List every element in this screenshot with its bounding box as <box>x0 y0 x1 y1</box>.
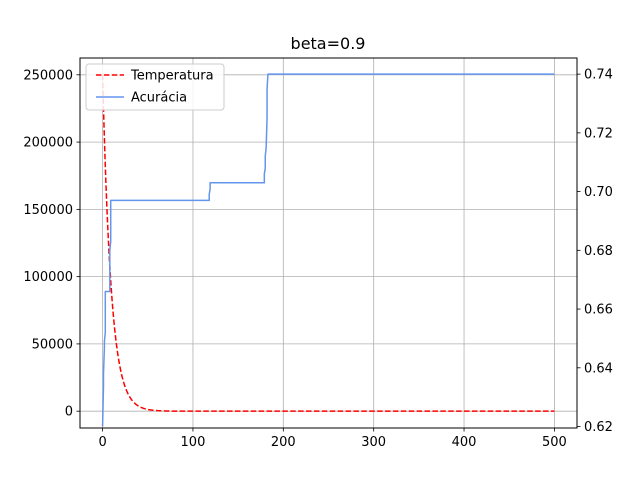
legend: Temperatura Acurácia <box>85 63 225 111</box>
y-right-tick-label: 0.68 <box>584 244 613 259</box>
axis-ticks: 0 100 200 300 400 500 0 50000 100000 150000 200000… <box>23 68 613 450</box>
series-line-temperatura <box>101 74 555 412</box>
y-tick-label: 150000 <box>23 203 73 218</box>
y-right-tick-label: 0.64 <box>584 361 613 376</box>
y-right-tick-label: 0.66 <box>584 303 613 318</box>
y-right-tick-label: 0.72 <box>584 126 613 141</box>
y-right-tick-label: 0.70 <box>584 185 613 200</box>
y-tick-label: 200000 <box>23 136 73 151</box>
x-tick-label: 400 <box>452 435 477 450</box>
series-line-acuracia <box>101 73 555 427</box>
y-tick-label: 250000 <box>23 68 73 83</box>
y-tick-label: 0 <box>65 405 73 420</box>
x-tick-label: 300 <box>361 435 386 450</box>
x-tick-label: 0 <box>98 435 106 450</box>
legend-label-acuracia: Acurácia <box>131 91 187 106</box>
series-layer <box>101 73 555 427</box>
y-tick-label: 50000 <box>32 337 73 352</box>
legend-label-temperatura: Temperatura <box>130 69 214 84</box>
x-tick-label: 100 <box>181 435 206 450</box>
x-tick-label: 200 <box>271 435 296 450</box>
y-tick-label: 100000 <box>23 270 73 285</box>
y-right-tick-label: 0.62 <box>584 420 613 435</box>
plot-frame <box>79 57 578 429</box>
chart-title: beta=0.9 <box>291 34 366 53</box>
x-tick-label: 500 <box>542 435 567 450</box>
grid-lines <box>80 58 577 428</box>
y-right-tick-label: 0.74 <box>584 68 613 83</box>
